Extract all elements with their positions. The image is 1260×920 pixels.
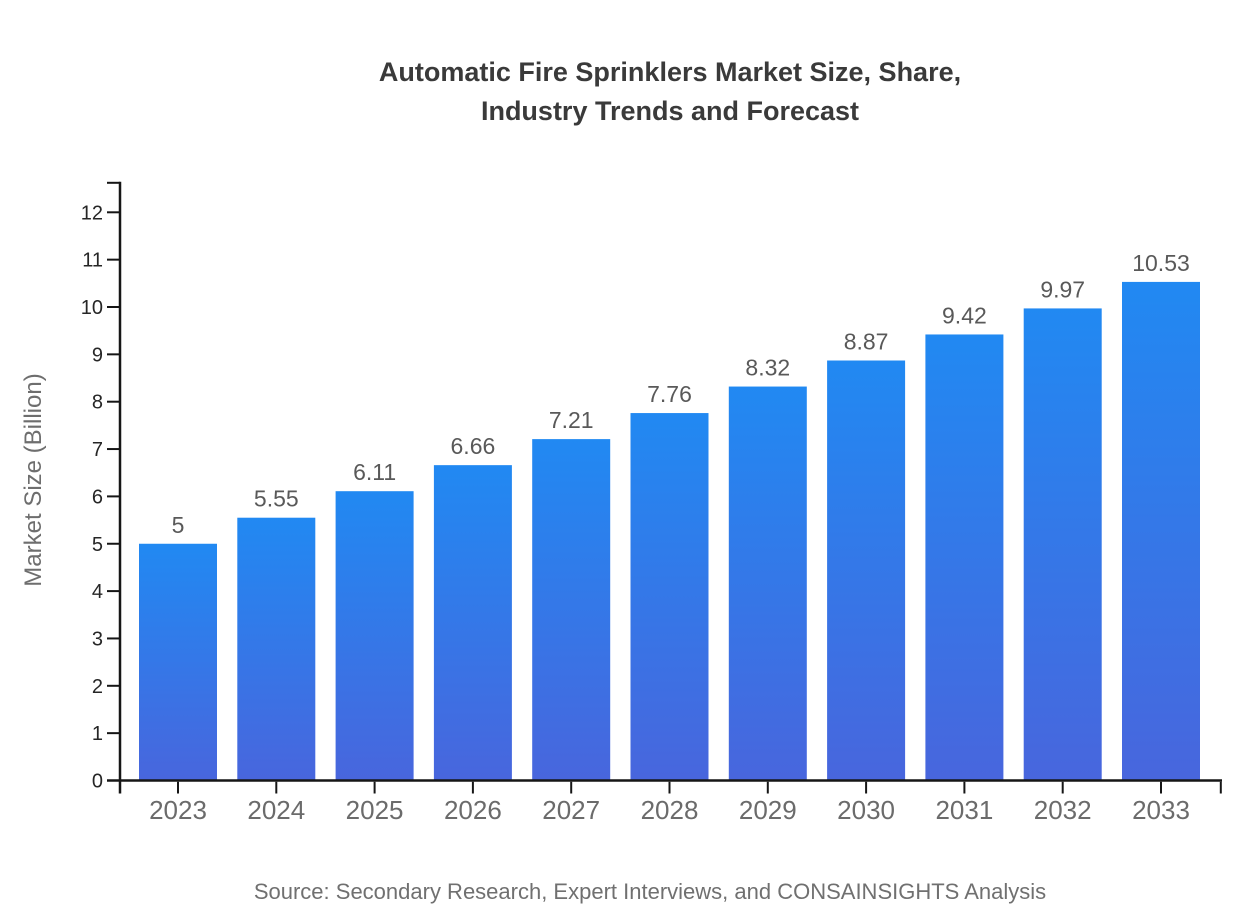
source-note: Source: Secondary Research, Expert Inter…	[253, 879, 1047, 904]
chart-title-line-2: Industry Trends and Forecast	[480, 96, 860, 126]
bar-2031	[925, 334, 1004, 780]
y-tick-label: 10	[81, 297, 103, 319]
bar-value-label: 8.32	[745, 355, 790, 381]
bar-value-label: 5	[172, 512, 185, 538]
y-tick-label: 12	[81, 202, 103, 224]
chart-title-line-1: Automatic Fire Sprinklers Market Size, S…	[378, 57, 962, 87]
bar-2026	[433, 465, 512, 780]
y-tick-label: 6	[92, 486, 103, 508]
y-tick-label: 2	[92, 676, 103, 698]
bar-2029	[728, 386, 807, 780]
bar-value-label: 10.53	[1132, 250, 1190, 276]
bar-value-label: 9.42	[942, 302, 987, 328]
bar-value-label: 8.87	[844, 329, 889, 355]
x-tick-label: 2033	[1132, 795, 1190, 825]
bar-value-label: 9.97	[1040, 276, 1085, 302]
x-tick-label: 2025	[346, 795, 404, 825]
x-tick-label: 2027	[542, 795, 600, 825]
x-tick-label: 2029	[739, 795, 797, 825]
y-tick-label: 8	[92, 392, 103, 414]
y-tick-label: 4	[92, 581, 103, 603]
y-tick-label: 7	[92, 439, 103, 461]
x-tick-label: 2030	[837, 795, 895, 825]
bar-2025	[335, 491, 414, 780]
y-tick-label: 11	[82, 250, 103, 272]
y-tick-label: 1	[92, 723, 103, 745]
bar-value-label: 5.55	[254, 486, 299, 512]
y-tick-label: 0	[92, 771, 103, 793]
bar-2024	[237, 517, 316, 780]
x-tick-label: 2024	[247, 795, 305, 825]
bar-2023	[139, 543, 217, 780]
bar-value-label: 6.11	[353, 459, 396, 485]
y-tick-label: 3	[92, 628, 103, 650]
bar-2030	[827, 360, 906, 780]
bar-value-label: 7.21	[549, 407, 594, 433]
x-tick-label: 2031	[935, 795, 993, 825]
bar-2027	[532, 439, 611, 780]
x-tick-label: 2032	[1034, 795, 1092, 825]
x-tick-label: 2023	[149, 795, 207, 825]
x-tick-label: 2026	[444, 795, 502, 825]
x-tick-label: 2028	[641, 795, 699, 825]
bar-2028	[630, 413, 709, 780]
bar-2033	[1122, 281, 1200, 780]
y-tick-label: 5	[92, 534, 103, 556]
bar-value-label: 7.76	[647, 381, 692, 407]
y-tick-label: 9	[92, 344, 103, 366]
bar-2032	[1023, 308, 1102, 780]
bar-value-label: 6.66	[451, 433, 496, 459]
chart-title: Automatic Fire Sprinklers Market Size, S…	[379, 53, 961, 131]
